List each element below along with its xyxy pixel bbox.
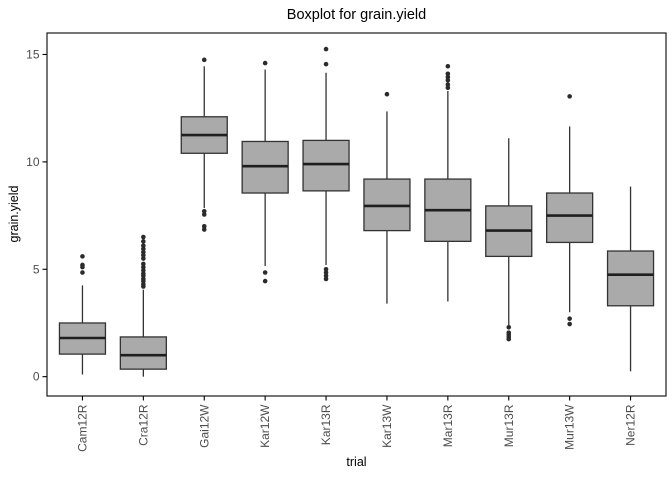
- outlier-point: [567, 321, 572, 327]
- x-tick-label: Gai12W: [197, 404, 211, 448]
- outlier-point: [201, 57, 207, 63]
- outlier-point: [80, 254, 85, 259]
- outlier-point: [80, 270, 85, 275]
- box-Kar13R: [302, 139, 350, 192]
- outlier-point: [384, 91, 390, 97]
- outlier-point: [445, 77, 451, 83]
- outlier-point: [445, 74, 451, 80]
- outlier-point: [141, 264, 146, 270]
- x-tick-label: Mur13R: [502, 404, 516, 447]
- outlier-point: [262, 278, 268, 284]
- outlier-point: [201, 227, 207, 232]
- x-tick-label: Cra12R: [136, 404, 150, 446]
- outlier-point: [445, 85, 451, 91]
- x-tick-label: Mar13R: [441, 404, 455, 447]
- outlier-point: [323, 61, 329, 67]
- chart-title: Boxplot for grain.yield: [286, 7, 427, 23]
- outlier-point: [445, 71, 451, 77]
- outlier-point: [323, 276, 329, 282]
- outlier-point: [80, 262, 85, 268]
- x-tick-label: Kar13W: [380, 404, 394, 448]
- outlier-point: [323, 270, 329, 275]
- outlier-point: [141, 246, 146, 252]
- outlier-point: [262, 60, 268, 66]
- y-tick-label: 0: [33, 370, 40, 384]
- outlier-point: [141, 256, 146, 261]
- x-tick-label: Kar13R: [319, 404, 333, 445]
- outlier-point: [141, 239, 146, 244]
- outlier-point: [141, 282, 146, 287]
- box-Ner12R: [606, 250, 655, 307]
- outlier-point: [141, 234, 146, 240]
- outlier-point: [201, 208, 207, 214]
- outlier-point: [506, 324, 512, 330]
- outlier-point: [141, 276, 146, 282]
- outlier-point: [141, 243, 146, 248]
- outlier-point: [141, 271, 146, 276]
- x-axis-title: trial: [346, 455, 367, 469]
- outlier-point: [201, 224, 207, 229]
- outlier-point: [445, 63, 451, 69]
- outlier-point: [323, 46, 329, 52]
- outlier-point: [567, 316, 572, 321]
- y-tick-label: 15: [26, 47, 40, 61]
- box-Cra12R: [119, 336, 167, 370]
- outlier-point: [141, 268, 146, 273]
- y-tick-label: 10: [26, 155, 40, 169]
- x-tick-label: Ner12R: [624, 404, 638, 446]
- outlier-point: [445, 82, 451, 87]
- x-tick-label: Cam12R: [75, 404, 89, 452]
- outlier-point: [567, 94, 572, 99]
- outlier-point: [141, 249, 146, 255]
- x-tick-label: Kar12W: [258, 404, 272, 448]
- outlier-point: [323, 273, 329, 279]
- y-tick-label: 5: [33, 262, 40, 276]
- outlier-point: [141, 261, 146, 267]
- outlier-point: [323, 266, 329, 272]
- box-Mur13W: [546, 192, 594, 244]
- outlier-point: [262, 270, 268, 275]
- x-tick-label: Mur13W: [563, 404, 577, 450]
- outlier-point: [506, 336, 512, 342]
- outlier-point: [201, 212, 207, 217]
- outlier-point: [141, 253, 146, 258]
